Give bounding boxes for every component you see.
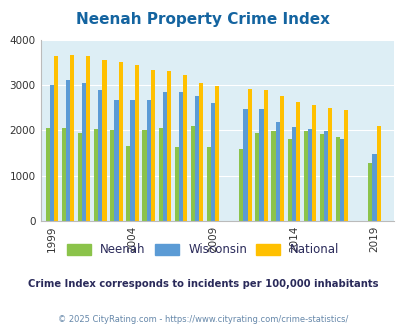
Bar	[287, 139, 291, 221]
Bar	[118, 62, 122, 221]
Bar	[114, 100, 118, 221]
Bar	[174, 147, 178, 221]
Bar	[275, 122, 279, 221]
Bar	[62, 128, 66, 221]
Bar	[259, 110, 263, 221]
Bar	[78, 133, 82, 221]
Bar	[158, 128, 162, 221]
Bar	[295, 102, 299, 221]
Bar	[211, 103, 215, 221]
Bar	[94, 129, 98, 221]
Text: Crime Index corresponds to incidents per 100,000 inhabitants: Crime Index corresponds to incidents per…	[28, 279, 377, 289]
Legend: Neenah, Wisconsin, National: Neenah, Wisconsin, National	[62, 239, 343, 261]
Bar	[110, 130, 114, 221]
Bar	[194, 96, 199, 221]
Bar	[367, 163, 371, 221]
Bar	[178, 92, 183, 221]
Bar	[239, 148, 243, 221]
Bar	[335, 137, 339, 221]
Bar	[343, 110, 347, 221]
Bar	[247, 88, 251, 221]
Bar	[98, 89, 102, 221]
Bar	[102, 59, 106, 221]
Text: © 2025 CityRating.com - https://www.cityrating.com/crime-statistics/: © 2025 CityRating.com - https://www.city…	[58, 315, 347, 324]
Bar	[82, 83, 86, 221]
Bar	[323, 131, 327, 221]
Bar	[207, 147, 211, 221]
Bar	[291, 127, 295, 221]
Bar	[375, 126, 380, 221]
Bar	[215, 86, 219, 221]
Bar	[146, 100, 150, 221]
Bar	[190, 126, 194, 221]
Bar	[166, 71, 171, 221]
Bar	[70, 55, 74, 221]
Bar	[271, 131, 275, 221]
Bar	[126, 146, 130, 221]
Bar	[303, 131, 307, 221]
Bar	[263, 90, 267, 221]
Text: Neenah Property Crime Index: Neenah Property Crime Index	[76, 12, 329, 26]
Bar	[199, 83, 203, 221]
Bar	[130, 100, 134, 221]
Bar	[162, 92, 166, 221]
Bar	[311, 105, 315, 221]
Bar	[66, 81, 70, 221]
Bar	[279, 96, 283, 221]
Bar	[371, 154, 375, 221]
Bar	[45, 128, 50, 221]
Bar	[150, 70, 155, 221]
Bar	[183, 75, 187, 221]
Bar	[327, 108, 332, 221]
Bar	[243, 110, 247, 221]
Bar	[142, 130, 146, 221]
Bar	[339, 139, 343, 221]
Bar	[134, 65, 139, 221]
Bar	[255, 133, 259, 221]
Bar	[50, 85, 54, 221]
Bar	[54, 56, 58, 221]
Bar	[307, 129, 311, 221]
Bar	[319, 134, 323, 221]
Bar	[86, 56, 90, 221]
